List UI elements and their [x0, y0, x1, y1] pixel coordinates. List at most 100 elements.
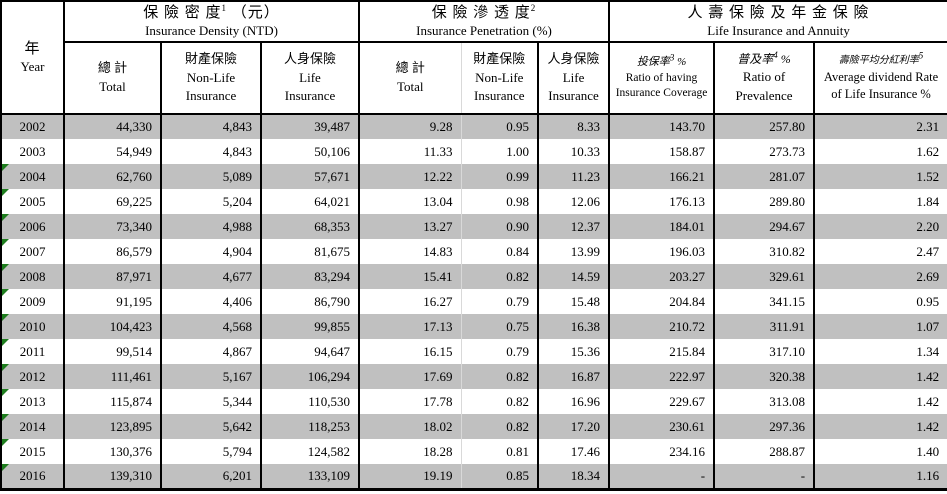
year-cell: 2016: [1, 464, 65, 489]
year-cell: 2006: [1, 214, 65, 239]
dividend-rate-cell: 0.95: [814, 289, 947, 314]
density-life-cell: 124,582: [261, 439, 361, 464]
density-total-cell: 115,874: [64, 389, 162, 414]
density-total-cell: 69,225: [64, 189, 162, 214]
year-cell: 2002: [1, 114, 65, 139]
density-total-cell: 130,376: [64, 439, 162, 464]
penetration-nonlife-cell: 0.82: [461, 264, 540, 289]
prevalence-ratio-cell: 281.07: [714, 164, 816, 189]
prevalence-ratio-cell: 297.36: [714, 414, 816, 439]
prevalence-ratio-cell: 273.73: [714, 139, 816, 164]
error-marker-icon: [2, 289, 9, 296]
dividend-rate-cell: 1.42: [814, 364, 947, 389]
prevalence-ratio-cell: 310.82: [714, 239, 816, 264]
penetration-total-cell: 17.78: [359, 389, 462, 414]
density-total-cell: 91,195: [64, 289, 162, 314]
prevalence-ratio-cell: 289.80: [714, 189, 816, 214]
table-row: 2009 91,195 4,406 86,790 16.27 0.79 15.4…: [1, 289, 947, 314]
col-header-penetration-total: 總 計 Total: [359, 42, 462, 115]
coverage-ratio-cell: 229.67: [609, 389, 716, 414]
density-life-cell: 86,790: [261, 289, 361, 314]
density-life-cell: 110,530: [261, 389, 361, 414]
table-row: 2010 104,423 4,568 99,855 17.13 0.75 16.…: [1, 314, 947, 339]
density-nonlife-cell: 4,677: [161, 264, 262, 289]
coverage-ratio-cell: 230.61: [609, 414, 716, 439]
penetration-total-cell: 19.19: [359, 464, 462, 489]
density-total-cell: 104,423: [64, 314, 162, 339]
penetration-nonlife-cell: 0.79: [461, 339, 540, 364]
year-cell: 2010: [1, 314, 65, 339]
penetration-life-cell: 15.48: [538, 289, 611, 314]
dividend-rate-cell: 1.16: [814, 464, 947, 489]
table-body: 2002 44,330 4,843 39,487 9.28 0.95 8.33 …: [1, 114, 947, 489]
group-life-annuity-en: Life Insurance and Annuity: [707, 22, 850, 38]
prevalence-ratio-cell: 329.61: [714, 264, 816, 289]
coverage-ratio-cell: 204.84: [609, 289, 716, 314]
col-header-density-nonlife: 財產保險 Non-Life Insurance: [161, 42, 262, 115]
coverage-ratio-cell: 176.13: [609, 189, 716, 214]
density-life-cell: 83,294: [261, 264, 361, 289]
penetration-total-cell: 12.22: [359, 164, 462, 189]
penetration-life-cell: 16.38: [538, 314, 611, 339]
dividend-rate-cell: 1.07: [814, 314, 947, 339]
group-header-insurance-density: 保 險 密 度1 （元） Insurance Density (NTD): [64, 1, 361, 43]
footnote-2-marker: 2: [530, 3, 537, 13]
group-life-annuity-zh: 人 壽 保 險 及 年 金 保 險: [687, 5, 870, 21]
prevalence-ratio-cell: 341.15: [714, 289, 816, 314]
error-marker-icon: [2, 164, 9, 171]
penetration-nonlife-cell: 0.99: [461, 164, 540, 189]
density-nonlife-cell: 5,089: [161, 164, 262, 189]
penetration-total-cell: 17.69: [359, 364, 462, 389]
penetration-life-cell: 17.20: [538, 414, 611, 439]
density-nonlife-cell: 4,988: [161, 214, 262, 239]
table-row: 2012 111,461 5,167 106,294 17.69 0.82 16…: [1, 364, 947, 389]
penetration-life-cell: 12.06: [538, 189, 611, 214]
prevalence-ratio-cell: 294.67: [714, 214, 816, 239]
dividend-rate-cell: 2.20: [814, 214, 947, 239]
table-row: 2011 99,514 4,867 94,647 16.15 0.79 15.3…: [1, 339, 947, 364]
table-row: 2002 44,330 4,843 39,487 9.28 0.95 8.33 …: [1, 114, 947, 139]
year-cell: 2008: [1, 264, 65, 289]
dividend-rate-cell: 1.52: [814, 164, 947, 189]
group-density-en: Insurance Density (NTD): [145, 22, 278, 38]
error-marker-icon: [2, 339, 9, 346]
dividend-rate-cell: 2.31: [814, 114, 947, 139]
density-nonlife-cell: 5,344: [161, 389, 262, 414]
table-row: 2003 54,949 4,843 50,106 11.33 1.00 10.3…: [1, 139, 947, 164]
penetration-life-cell: 8.33: [538, 114, 611, 139]
footnote-4-marker: 4: [773, 50, 778, 61]
footnote-5-marker: 5: [918, 50, 924, 61]
table-row: 2014 123,895 5,642 118,253 18.02 0.82 17…: [1, 414, 947, 439]
table-row: 2005 69,225 5,204 64,021 13.04 0.98 12.0…: [1, 189, 947, 214]
penetration-nonlife-cell: 0.90: [461, 214, 540, 239]
dividend-rate-cell: 2.47: [814, 239, 947, 264]
year-cell: 2013: [1, 389, 65, 414]
density-life-cell: 133,109: [261, 464, 361, 489]
density-total-cell: 62,760: [64, 164, 162, 189]
col-header-coverage-ratio: 投保率3 % Ratio of having Insurance Coverag…: [609, 42, 716, 115]
year-cell: 2009: [1, 289, 65, 314]
table-row: 2013 115,874 5,344 110,530 17.78 0.82 16…: [1, 389, 947, 414]
penetration-life-cell: 18.34: [538, 464, 611, 489]
coverage-ratio-cell: 143.70: [609, 114, 716, 139]
table-header: 年 Year 保 險 密 度1 （元） Insurance Density (N…: [1, 1, 947, 115]
penetration-nonlife-cell: 0.98: [461, 189, 540, 214]
density-total-cell: 87,971: [64, 264, 162, 289]
penetration-nonlife-cell: 0.95: [461, 114, 540, 139]
prevalence-ratio-cell: -: [714, 464, 816, 489]
penetration-total-cell: 13.27: [359, 214, 462, 239]
penetration-life-cell: 16.96: [538, 389, 611, 414]
coverage-ratio-cell: 222.97: [609, 364, 716, 389]
penetration-total-cell: 13.04: [359, 189, 462, 214]
density-nonlife-cell: 4,406: [161, 289, 262, 314]
density-life-cell: 57,671: [261, 164, 361, 189]
penetration-nonlife-cell: 0.79: [461, 289, 540, 314]
coverage-ratio-cell: 158.87: [609, 139, 716, 164]
density-life-cell: 99,855: [261, 314, 361, 339]
penetration-life-cell: 11.23: [538, 164, 611, 189]
dividend-rate-cell: 1.42: [814, 414, 947, 439]
penetration-nonlife-cell: 0.85: [461, 464, 540, 489]
error-marker-icon: [2, 364, 9, 371]
dividend-rate-cell: 1.40: [814, 439, 947, 464]
dividend-rate-cell: 2.69: [814, 264, 947, 289]
